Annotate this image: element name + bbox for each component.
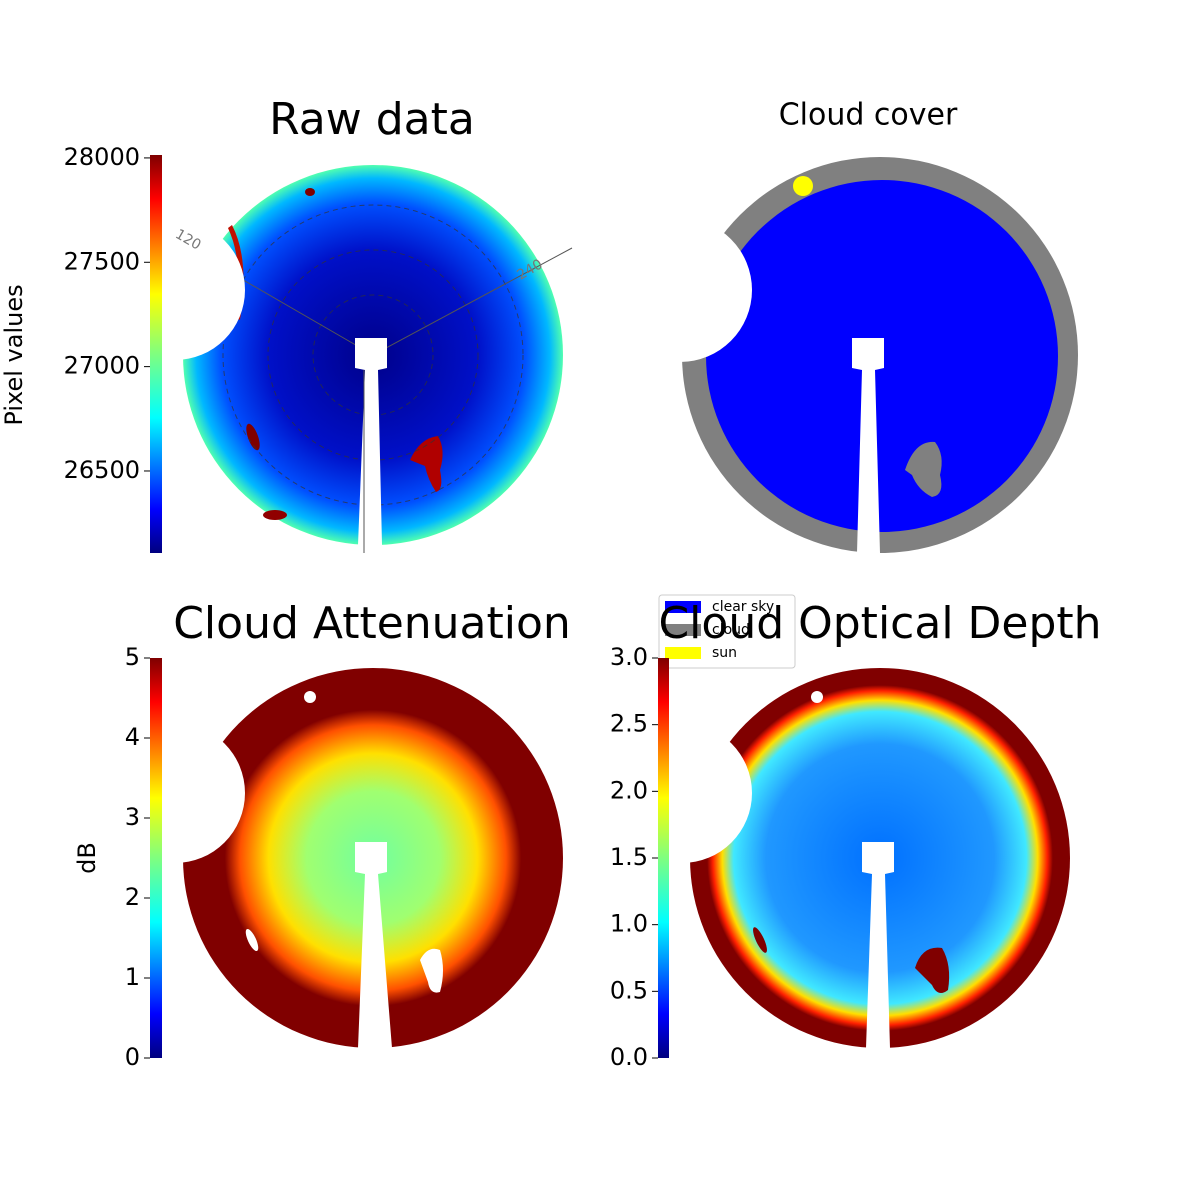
colorbar-tick-label: 27000 bbox=[64, 352, 140, 380]
legend: clear sky cloud sun bbox=[658, 594, 796, 669]
colorbar-tick-label: 3.0 bbox=[610, 643, 648, 671]
legend-label: clear sky bbox=[712, 599, 774, 615]
colorbar-tick-label: 1 bbox=[125, 963, 140, 991]
colorbar-tick-label: 5 bbox=[125, 643, 140, 671]
colorbar-tick-label: 4 bbox=[125, 723, 140, 751]
colorbar-tick-label: 0 bbox=[125, 1043, 140, 1071]
attenuation-image bbox=[105, 668, 563, 1048]
colorbar-tick-label: 0.0 bbox=[610, 1043, 648, 1071]
colorbar-tick-label: 2.0 bbox=[610, 776, 648, 804]
colorbar-tick-label: 2.5 bbox=[610, 710, 648, 738]
colorbar-label: Pixel values bbox=[0, 284, 28, 425]
colorbar-tick-label: 1.5 bbox=[610, 843, 648, 871]
colorbar-tick-label: 1.0 bbox=[610, 910, 648, 938]
raw-image bbox=[105, 165, 573, 553]
panel-title: Raw data bbox=[269, 94, 475, 145]
panel-title: Cloud Attenuation bbox=[173, 598, 571, 649]
colorbar-tick-label: 28000 bbox=[64, 143, 140, 171]
colorbar bbox=[150, 155, 162, 553]
panel-title: Cloud Optical Depth bbox=[658, 598, 1101, 649]
colorbar-tick-label: 27500 bbox=[64, 247, 140, 275]
colorbar-tick-label: 3 bbox=[125, 803, 140, 831]
legend-swatch bbox=[665, 624, 701, 636]
colorbar bbox=[150, 658, 162, 1058]
colorbar-tick-label: 2 bbox=[125, 883, 140, 911]
legend-label: cloud bbox=[712, 622, 750, 638]
colorbar-tick-label: 0.5 bbox=[610, 976, 648, 1004]
legend-swatch bbox=[665, 647, 701, 659]
colorbar-tick-label: 26500 bbox=[64, 456, 140, 484]
panel-title: Cloud cover bbox=[779, 98, 958, 133]
cloud-cover-image bbox=[608, 157, 1078, 553]
optical-depth-image bbox=[612, 668, 1070, 1048]
legend-swatch bbox=[665, 601, 701, 613]
colorbar-label: dB bbox=[73, 842, 101, 874]
legend-label: sun bbox=[712, 645, 737, 661]
colorbar bbox=[658, 658, 669, 1058]
